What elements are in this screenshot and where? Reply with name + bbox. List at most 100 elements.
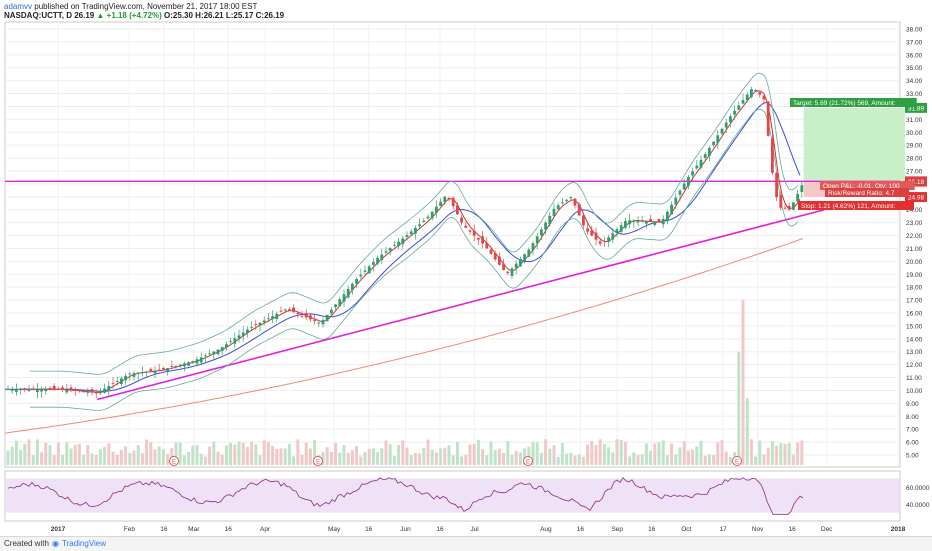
candle-body: [577, 204, 581, 216]
candle-body: [409, 231, 413, 235]
candle-body: [145, 371, 148, 373]
symbol-name: NASDAQ:UCTT, D: [4, 11, 72, 20]
candle-body: [229, 341, 232, 343]
y-tick-label: 21.00: [906, 246, 923, 253]
volume-bar: [287, 443, 291, 465]
candle-body: [31, 388, 35, 390]
author-link[interactable]: adamvv: [4, 2, 33, 11]
tradingview-brand[interactable]: TradingView: [62, 539, 107, 548]
candle-body: [128, 373, 132, 375]
candle-body: [414, 227, 417, 234]
volume-bar: [661, 440, 665, 465]
candle-body: [199, 357, 203, 363]
volume-bar: [329, 451, 333, 465]
candle-body: [657, 218, 661, 223]
candle-body: [519, 258, 522, 267]
candle-body: [523, 254, 526, 262]
volume-bar: [586, 444, 590, 465]
x-tick-label: 16: [225, 526, 233, 533]
volume-bar: [23, 443, 27, 465]
volume-bar: [754, 456, 758, 465]
candle-body: [111, 382, 115, 384]
candle-body: [57, 388, 60, 390]
y-tick-label: 15.00: [906, 323, 923, 330]
volume-bar: [178, 442, 182, 465]
y-tick-label: 12.00: [906, 362, 923, 369]
volume-bar: [468, 444, 472, 465]
last-price: 26.19: [74, 11, 95, 20]
candle-body: [288, 309, 291, 311]
candle-body: [540, 229, 543, 236]
volume-bar: [296, 439, 300, 465]
volume-bar: [796, 442, 800, 465]
volume-bar: [19, 449, 23, 465]
volume-bar: [434, 452, 438, 465]
volume-bar: [430, 449, 434, 465]
candle-body: [183, 363, 186, 367]
volume-bar: [124, 446, 128, 465]
volume-bar: [527, 446, 531, 465]
volume-bar: [447, 445, 451, 465]
volume-bar: [518, 452, 522, 465]
volume-bar: [628, 456, 632, 465]
volume-bar: [44, 442, 48, 465]
volume-bar: [665, 455, 669, 465]
candle-body: [40, 389, 43, 392]
volume-bar: [233, 444, 237, 465]
candle-body: [384, 251, 388, 253]
candle-body: [321, 320, 325, 325]
volume-bar: [422, 447, 426, 465]
candle-body: [464, 225, 468, 228]
volume-bar: [170, 447, 174, 465]
volume-bar: [489, 441, 493, 465]
volume-bar: [245, 446, 249, 465]
volume-bar: [560, 443, 564, 465]
volume-bar: [132, 450, 136, 465]
volume-bar: [565, 453, 569, 465]
earnings-marker: [313, 456, 323, 466]
volume-bar: [107, 443, 111, 465]
volume-bar: [464, 454, 468, 465]
candle-body: [737, 105, 741, 110]
volume-bar: [481, 449, 485, 465]
candle-body: [603, 241, 606, 242]
stop-label-bg: [798, 201, 915, 210]
support-trendline: [96, 208, 825, 401]
risk-price-tag-bg: [905, 176, 927, 187]
candle-body: [153, 370, 157, 374]
volume-bar: [199, 453, 203, 465]
candle-body: [351, 283, 354, 290]
candle-body: [279, 310, 283, 312]
stop-label: Stop: 1.21 (4.62%) 121, Amount:: [801, 203, 896, 210]
candle-body: [204, 355, 207, 357]
volume-bar: [266, 442, 270, 465]
candle-body: [23, 388, 27, 390]
candle-body: [485, 243, 489, 249]
volume-bar: [737, 352, 741, 465]
stop-price-tag-bg: [905, 192, 927, 203]
candle-body: [661, 218, 665, 225]
candle-body: [178, 364, 182, 366]
volume-bar: [539, 452, 543, 465]
candle-body: [292, 307, 295, 313]
candle-body: [94, 392, 98, 394]
volume-bar: [590, 441, 594, 465]
volume-bar: [98, 449, 102, 465]
candle-body: [69, 387, 73, 391]
candle-body: [6, 389, 10, 390]
symbol-line: NASDAQ:UCTT, D 26.19 ▲ +1.18 (+4.72%) O:…: [4, 11, 284, 20]
candle-body: [241, 332, 245, 336]
volume-bar: [707, 454, 711, 465]
candle-body: [720, 128, 724, 134]
candle-body: [141, 372, 144, 373]
x-tick-label: Apr: [260, 526, 271, 533]
earnings-marker: [732, 456, 742, 466]
candle-body: [607, 237, 610, 242]
y-tick-label: 16.00: [906, 311, 923, 318]
volume-bar: [699, 440, 703, 465]
candle-body: [456, 205, 459, 215]
candle-body: [317, 322, 321, 324]
x-tick-label: Aug: [540, 526, 552, 533]
